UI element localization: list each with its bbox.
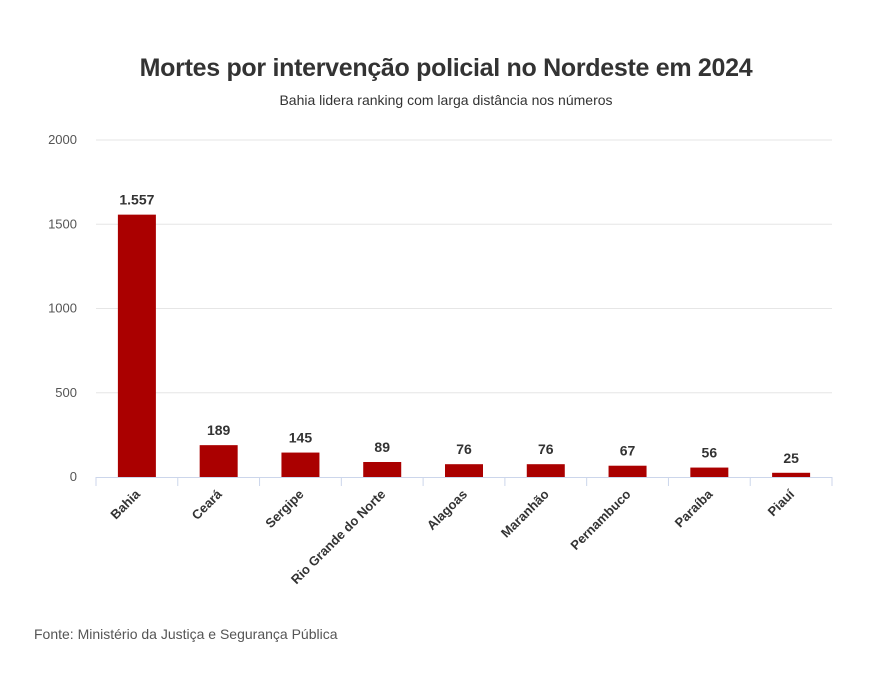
data-label: 67 [620,443,636,459]
y-tick-label: 0 [70,469,77,484]
x-tick-label: Ceará [189,486,226,523]
gridlines [96,139,832,394]
bar [445,464,483,477]
bar [363,462,402,477]
data-label: 76 [538,441,554,457]
bar [690,467,729,477]
x-tick-label: Maranhão [498,486,552,540]
data-labels: 1.557 189 145 89 76 76 67 56 25 [119,192,799,466]
x-tick-label: Alagoas [424,487,470,533]
x-tick-label: Pernambuco [567,486,633,552]
data-label: 189 [207,422,231,438]
y-tick-label: 1500 [48,216,77,231]
bar [117,214,156,477]
y-tick-label: 1000 [48,301,77,316]
data-label: 1.557 [119,192,154,208]
chart-subtitle: Bahia lidera ranking com larga distância… [279,92,613,108]
x-axis [95,477,833,486]
source-note: Fonte: Ministério da Justiça e Segurança… [34,626,338,642]
bar [281,452,320,477]
y-tick-label: 2000 [48,132,77,147]
x-tick-label: Bahia [107,486,143,522]
x-tick-label: Rio Grande do Norte [288,487,388,587]
bar [199,445,238,477]
data-label: 89 [374,439,390,455]
bar [772,472,811,477]
bar [526,464,565,477]
y-tick-label: 500 [55,385,77,400]
bar [608,465,647,477]
y-axis-ticks: 0 500 1000 1500 2000 [48,132,77,484]
bars [117,214,811,477]
data-label: 25 [783,450,799,466]
x-tick-label: Sergipe [262,487,306,531]
data-label: 56 [702,445,718,461]
chart-title: Mortes por intervenção policial no Norde… [139,54,753,82]
data-label: 76 [456,441,472,457]
x-tick-label: Paraíba [672,486,716,530]
data-label: 145 [289,430,313,446]
x-tick-label: Piauí [765,486,798,519]
